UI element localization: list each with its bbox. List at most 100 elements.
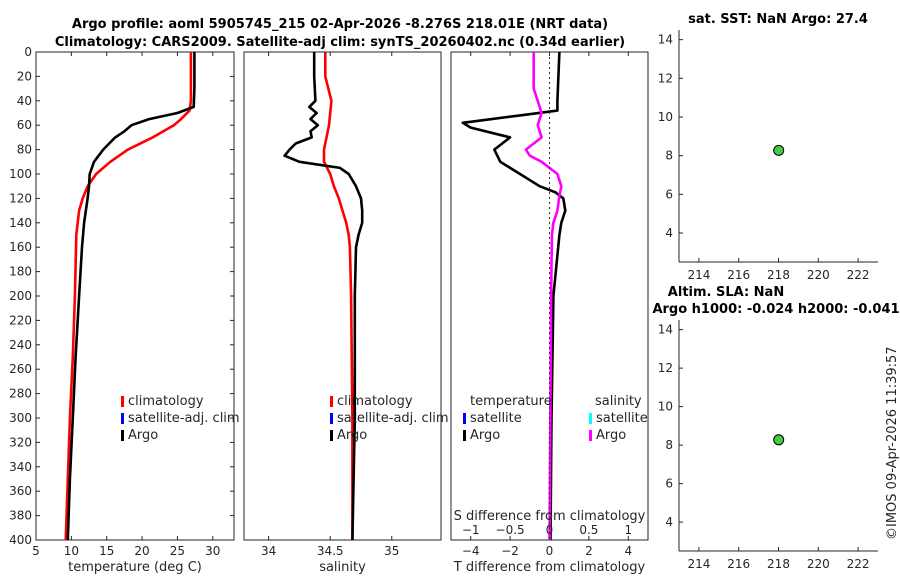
sst-xtick-label: 222 [847,268,870,282]
sla-xtick-label: 216 [727,557,750,571]
salinity-series-climatology [322,52,354,540]
temperature-xtick-label: 15 [99,544,114,558]
difference-xtick-label: 4 [624,544,632,558]
difference-t-legend-label: Argo [470,428,500,443]
sla-ytick-label: 8 [665,438,673,452]
salinity-xtick-label: 34.5 [317,544,344,558]
difference-t-legend-swatch [463,413,466,424]
difference-legend-title-s: salinity [595,394,642,409]
sst-ytick-label: 4 [665,226,673,240]
difference-xtick-label: −4 [462,544,480,558]
temperature-ytick-label: 160 [9,240,32,254]
sst-xtick-label: 214 [687,268,710,282]
temperature-ytick-label: 60 [17,118,32,132]
temperature-ytick-label: 180 [9,265,32,279]
temperature-ytick-label: 340 [9,460,32,474]
sla-ytick-label: 14 [658,323,673,337]
difference-t-legend-label: satellite [470,411,522,426]
temperature-ytick-label: 120 [9,191,32,205]
sla-xtick-label: 214 [687,557,710,571]
title-line-2: Climatology: CARS2009. Satellite-adj cli… [55,35,625,50]
salinity-xtick-label: 34 [261,544,276,558]
salinity-xtick-label: 35 [384,544,399,558]
salinity-axes-box [243,51,442,541]
difference-t-legend-swatch [463,430,466,441]
sla-ytick-label: 4 [665,515,673,529]
sst-xtick-label: 220 [807,268,830,282]
sst-ytick-label: 14 [658,33,673,47]
difference-s-legend-swatch [589,413,592,424]
sst-xtick-label: 218 [767,268,790,282]
imos-timestamp: ©IMOS 09-Apr-2026 11:39:57 [885,346,900,540]
difference-series-t-difference [461,51,567,541]
difference-xtick-label: 0 [546,544,554,558]
temperature-legend-swatch [121,430,124,441]
salinity-legend-swatch [330,413,333,424]
salinity-series-argo [283,52,364,541]
plot-area: 0204060801001201401601802002202402602803… [9,30,878,575]
temperature-legend-label: satellite-adj. clim [128,411,240,426]
salinity-legend-label: Argo [337,428,367,443]
temperature-legend-label: climatology [128,394,204,409]
difference-series-s-difference [524,52,563,541]
sst-xtick-label: 216 [727,268,750,282]
salinity-legend-swatch [330,396,333,407]
difference-s-tick-label: 1 [624,523,632,537]
sla-xtick-label: 220 [807,557,830,571]
salinity-legend-label: satellite-adj. clim [337,411,449,426]
temperature-legend-swatch [121,413,124,424]
temperature-xtick-label: 30 [205,544,220,558]
difference-s-tick-label: 0 [546,523,554,537]
title-line-1: Argo profile: aoml 5905745_215 02-Apr-20… [72,17,608,32]
salinity-legend-label: climatology [337,394,413,409]
difference-s-legend-label: Argo [596,428,626,443]
temperature-ytick-label: 40 [17,94,32,108]
difference-xtick-label: −2 [501,544,519,558]
sst-ytick-label: 8 [665,149,673,163]
temperature-legend-swatch [121,396,124,407]
difference-s-tick-label: −0.5 [496,523,525,537]
difference-s-tick-label: −1 [462,523,480,537]
temperature-ytick-label: 80 [17,143,32,157]
temperature-series-argo [66,52,196,541]
sla-ytick-label: 10 [658,400,673,414]
temperature-ytick-label: 20 [17,69,32,83]
temperature-ytick-label: 400 [9,533,32,547]
temperature-ytick-label: 260 [9,362,32,376]
sla-point [773,434,785,446]
difference-legend-title-t: temperature [470,394,552,409]
difference-s-legend-label: satellite [596,411,648,426]
difference-s-legend-swatch [589,430,592,441]
temperature-ytick-label: 100 [9,167,32,181]
difference-s-tick-label: 0.5 [579,523,598,537]
difference-xtick-label: 2 [585,544,593,558]
sla-ytick-label: 12 [658,361,673,375]
difference-xlabel-top: S difference from climatology [454,509,646,524]
temperature-ytick-label: 200 [9,289,32,303]
temperature-ytick-label: 220 [9,313,32,327]
sst-ytick-label: 12 [658,71,673,85]
temperature-legend-label: Argo [128,428,158,443]
sst-ytick-label: 10 [658,110,673,124]
temperature-ytick-label: 360 [9,484,32,498]
sla-panel-title-1: Altim. SLA: NaN [668,285,784,300]
temperature-series-climatology [64,52,193,541]
temperature-ytick-label: 300 [9,411,32,425]
sst-panel-title: sat. SST: NaN Argo: 27.4 [688,12,868,27]
temperature-xtick-label: 10 [64,544,79,558]
sst-ytick-label: 6 [665,187,673,201]
temperature-xtick-label: 5 [32,544,40,558]
temperature-ytick-label: 0 [24,45,32,59]
temperature-ytick-label: 240 [9,338,32,352]
temperature-ytick-label: 140 [9,216,32,230]
difference-xlabel: T difference from climatology [453,560,646,575]
sla-xtick-label: 222 [847,557,870,571]
salinity-xlabel: salinity [319,560,366,575]
temperature-ytick-label: 320 [9,435,32,449]
sst-point [773,144,785,156]
sla-xtick-label: 218 [767,557,790,571]
salinity-legend-swatch [330,430,333,441]
temperature-ytick-label: 280 [9,387,32,401]
sla-ytick-label: 6 [665,477,673,491]
